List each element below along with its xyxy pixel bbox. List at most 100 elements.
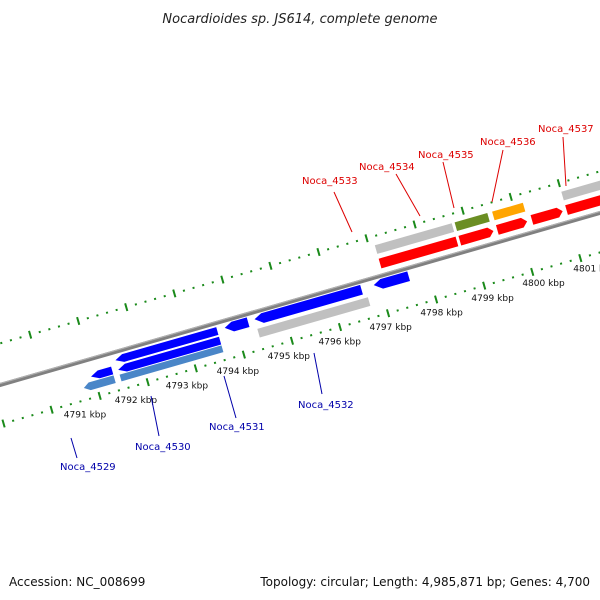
major-tick — [364, 234, 369, 243]
gene-orange-noca-4535[interactable] — [492, 202, 526, 221]
major-tick — [337, 322, 343, 332]
gene-label-noca-4530[interactable]: Noca_4530 — [135, 442, 191, 453]
gene-noca-4529-c[interactable] — [119, 345, 224, 382]
minor-tick — [480, 203, 484, 207]
gene-noca-4536[interactable] — [530, 206, 565, 225]
minor-tick — [115, 308, 118, 312]
minor-tick — [278, 261, 282, 265]
label-leaders — [70, 136, 567, 459]
minor-tick — [105, 311, 109, 314]
minor-tick — [538, 187, 541, 190]
major-tick — [316, 247, 321, 257]
minor-tick — [88, 397, 92, 400]
pseudogene-noca-4537[interactable] — [561, 168, 600, 201]
major-tick — [268, 261, 273, 270]
gene-noca-4537[interactable] — [565, 182, 600, 215]
leader-noca-4535 — [442, 161, 455, 209]
leader-noca-4536 — [491, 149, 504, 203]
minor-tick — [184, 369, 188, 373]
major-tick — [97, 391, 102, 401]
minor-tick — [156, 378, 159, 381]
gene-noca-4534[interactable] — [458, 226, 494, 246]
minor-tick — [528, 190, 532, 193]
minor-tick — [127, 386, 130, 389]
leader-noca-4532 — [313, 352, 323, 395]
minor-tick — [175, 372, 178, 376]
minor-tick — [204, 364, 207, 367]
minor-tick — [67, 322, 70, 325]
minor-tick — [502, 278, 505, 282]
minor-tick — [57, 325, 61, 328]
gene-label-noca-4537[interactable]: Noca_4537 — [538, 124, 594, 135]
major-tick — [220, 275, 225, 284]
minor-tick — [9, 339, 13, 342]
major-tick — [28, 330, 33, 339]
scale-label: 4800 kbp — [522, 279, 565, 289]
minor-tick — [319, 331, 323, 334]
gene-noca-4532[interactable] — [373, 271, 411, 291]
scale-label: 4793 kbp — [166, 381, 209, 391]
gene-noca-4530-b[interactable] — [117, 336, 222, 374]
minor-tick — [117, 389, 121, 392]
minor-tick — [21, 416, 25, 420]
minor-tick — [586, 173, 589, 177]
minor-tick — [471, 206, 474, 210]
major-tick — [49, 405, 54, 414]
minor-tick — [567, 179, 570, 182]
gene-label-noca-4533[interactable]: Noca_4533 — [302, 176, 358, 187]
minor-tick — [540, 267, 544, 271]
minor-tick — [31, 413, 34, 417]
minor-tick — [425, 300, 428, 304]
minor-tick — [550, 265, 553, 268]
minor-tick — [547, 184, 551, 188]
minor-tick — [288, 259, 291, 262]
minor-tick — [499, 198, 503, 201]
gene-noca-4529-b[interactable] — [83, 375, 116, 392]
minor-tick — [492, 281, 496, 285]
gene-label-noca-4531[interactable]: Noca_4531 — [209, 422, 265, 433]
gene-noca-4533[interactable] — [378, 236, 459, 269]
major-tick — [412, 220, 417, 229]
minor-tick — [576, 176, 580, 179]
gene-label-noca-4534[interactable]: Noca_4534 — [359, 162, 415, 173]
major-tick — [578, 253, 583, 263]
minor-tick — [298, 256, 301, 259]
gene-noca-4535[interactable] — [495, 217, 529, 235]
gene-label-noca-4536[interactable]: Noca_4536 — [480, 137, 536, 148]
scale-labels: 4791 kbp 4792 kbp 4793 kbp 4794 kbp 4795… — [64, 265, 600, 421]
minor-tick — [79, 400, 82, 403]
major-tick — [172, 289, 177, 298]
minor-tick — [230, 275, 234, 279]
scale-label: 4796 kbp — [319, 338, 362, 348]
major-tick — [289, 336, 294, 345]
gene-noca-4531[interactable] — [253, 284, 363, 325]
minor-tick — [326, 248, 330, 251]
minor-tick — [252, 350, 255, 354]
leader-noca-4537 — [562, 136, 567, 187]
gene-label-noca-4532[interactable]: Noca_4532 — [298, 400, 354, 411]
gene-noca-4529[interactable] — [114, 327, 219, 364]
scale-label: 4799 kbp — [471, 294, 514, 304]
minor-tick — [519, 192, 522, 196]
accession-text: Accession: NC_008699 — [9, 575, 145, 589]
major-tick — [434, 295, 439, 304]
leader-noca-4533 — [333, 191, 353, 233]
minor-tick — [108, 391, 111, 395]
major-tick — [76, 316, 81, 326]
pseudogene-noca-4531[interactable] — [257, 297, 371, 338]
minor-tick — [96, 314, 99, 317]
pseudogene-noca-4533[interactable] — [374, 223, 455, 254]
gene-olive-noca-4534[interactable] — [454, 213, 490, 232]
minor-tick — [144, 300, 147, 303]
gene-label-noca-4529[interactable]: Noca_4529 — [60, 462, 116, 473]
gene-noca-4529-a[interactable] — [90, 366, 114, 381]
map-title: Nocardioides sp. JS614, complete genome — [162, 12, 437, 27]
minor-tick — [48, 327, 51, 331]
gene-noca-4530[interactable] — [224, 317, 250, 333]
scale-label: 4794 kbp — [217, 367, 260, 377]
gene-label-noca-4535[interactable]: Noca_4535 — [418, 150, 474, 161]
minor-tick — [473, 287, 476, 290]
minor-tick — [432, 217, 436, 221]
minor-tick — [86, 316, 90, 320]
